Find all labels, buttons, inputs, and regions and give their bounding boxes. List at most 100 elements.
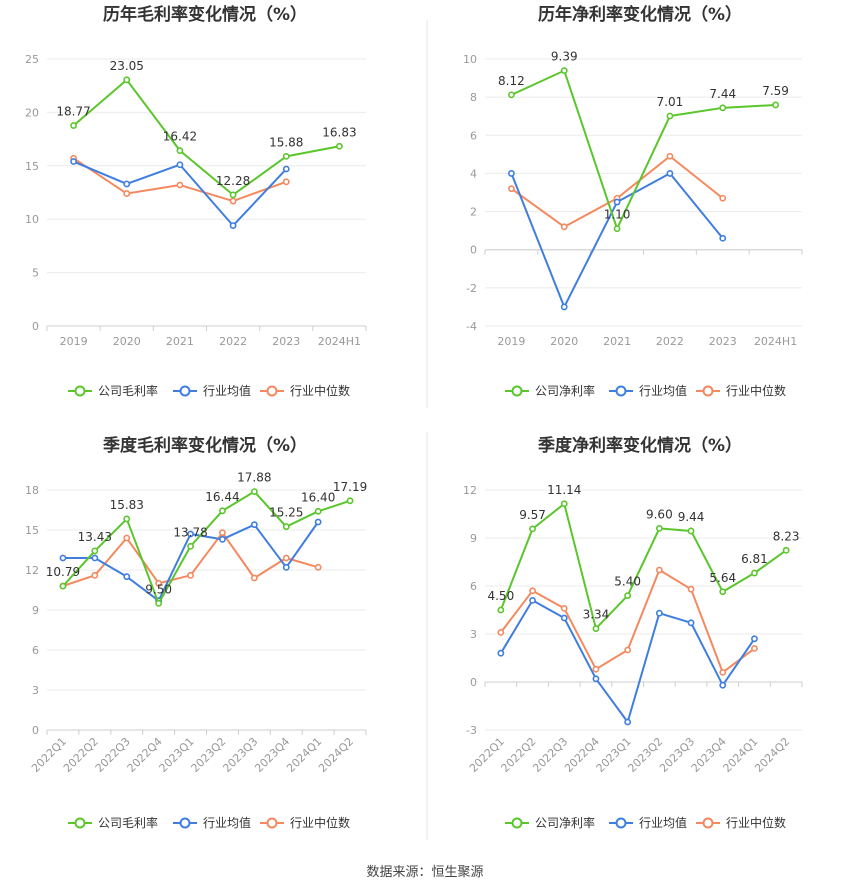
data-point [592, 665, 600, 673]
data-label: 10.79 [46, 565, 80, 579]
data-label: 5.64 [709, 571, 736, 585]
data-point [219, 529, 226, 537]
legend-marker-dot [702, 385, 714, 397]
y-tick-label: 10 [25, 213, 39, 226]
data-point [176, 181, 184, 189]
y-tick-label: -2 [466, 282, 477, 295]
data-point [613, 225, 621, 233]
y-tick-label: 9 [470, 532, 477, 545]
legend-marker-dot [511, 385, 523, 397]
data-point [508, 170, 515, 177]
data-point [176, 147, 184, 155]
data-point [219, 535, 226, 543]
data-point [187, 571, 194, 579]
data-point [59, 582, 67, 590]
data-point [91, 571, 99, 579]
y-tick-label: 3 [32, 684, 39, 697]
chart-title: 历年净利率变化情况（%） [538, 4, 742, 25]
data-point [497, 606, 505, 614]
data-point [529, 597, 536, 604]
legend-label: 行业中位数 [290, 815, 350, 830]
legend-label: 行业均值 [203, 383, 251, 398]
y-tick-label: 20 [25, 106, 39, 119]
data-point [282, 523, 290, 531]
data-point [91, 547, 99, 555]
legend-marker-dot [179, 817, 191, 829]
data-label: 8.12 [498, 74, 525, 88]
data-label: 16.83 [322, 125, 356, 139]
data-point [314, 518, 322, 526]
series-line-1 [62, 490, 351, 605]
legend-label: 公司毛利率 [98, 815, 158, 830]
legend-label: 行业中位数 [290, 383, 350, 398]
legend-marker-dot [266, 817, 278, 829]
data-point [176, 161, 184, 169]
data-point [666, 112, 674, 120]
legend-marker-dot [615, 817, 627, 829]
y-tick-label: 0 [32, 320, 39, 333]
legend-marker-dot [179, 385, 191, 397]
data-label: 9.39 [551, 50, 578, 64]
y-tick-label: 10 [463, 53, 477, 66]
y-tick-label: 0 [32, 724, 39, 737]
y-tick-label: 12 [25, 564, 39, 577]
legend-marker-dot [511, 817, 523, 829]
data-point [123, 190, 131, 197]
legend-label: 公司净利率 [535, 383, 595, 398]
series-line-1 [510, 69, 776, 230]
data-point [560, 605, 568, 612]
data-point [687, 527, 695, 535]
data-point [250, 488, 258, 495]
data-point [59, 554, 67, 562]
data-point [70, 158, 77, 165]
data-point [666, 152, 674, 160]
legend-label: 公司毛利率 [98, 383, 158, 398]
x-tick-label: 2019 [497, 335, 525, 348]
data-point [560, 614, 568, 622]
data-label: 15.83 [110, 498, 144, 512]
data-label: 11.14 [547, 483, 581, 497]
x-tick-label: 2020 [550, 335, 578, 348]
x-tick-label: 2021 [603, 335, 631, 348]
y-tick-label: 18 [25, 484, 39, 497]
data-point [314, 507, 322, 515]
chart-title: 历年毛利率变化情况（%） [103, 4, 307, 25]
chart-title: 季度毛利率变化情况（%） [103, 435, 307, 456]
data-label: 12.28 [216, 174, 250, 188]
legend-label: 行业均值 [203, 815, 251, 830]
data-point [497, 649, 505, 657]
chart-3: 季度毛利率变化情况（%）03691215182022Q12022Q22022Q3… [25, 435, 367, 830]
y-tick-label: 3 [470, 628, 477, 641]
x-tick-label: 2023 [272, 335, 300, 348]
data-point [655, 609, 663, 617]
data-point [91, 554, 99, 562]
y-tick-label: 6 [470, 580, 477, 593]
data-point [282, 554, 290, 562]
legend-marker-dot [74, 817, 86, 829]
data-label: 18.77 [56, 105, 90, 119]
data-point [123, 515, 131, 523]
data-point [560, 223, 568, 231]
data-point [719, 194, 727, 202]
legend-marker-dot [702, 817, 714, 829]
data-label: 16.40 [301, 490, 335, 504]
x-tick-label: 2022 [656, 335, 684, 348]
data-point [282, 153, 290, 160]
data-point [336, 142, 343, 150]
data-point [719, 588, 727, 596]
data-point [719, 681, 727, 689]
data-label: 23.05 [110, 59, 144, 73]
data-point [624, 718, 632, 726]
y-tick-label: 0 [470, 676, 477, 689]
data-point [592, 675, 600, 683]
data-point [250, 521, 258, 529]
data-point [250, 574, 258, 582]
y-tick-label: 0 [470, 244, 477, 257]
data-point [560, 303, 568, 311]
data-point [219, 507, 226, 515]
data-point [719, 104, 727, 112]
data-label: 6.81 [741, 552, 768, 566]
y-tick-label: -3 [466, 724, 477, 737]
data-point [70, 122, 77, 129]
